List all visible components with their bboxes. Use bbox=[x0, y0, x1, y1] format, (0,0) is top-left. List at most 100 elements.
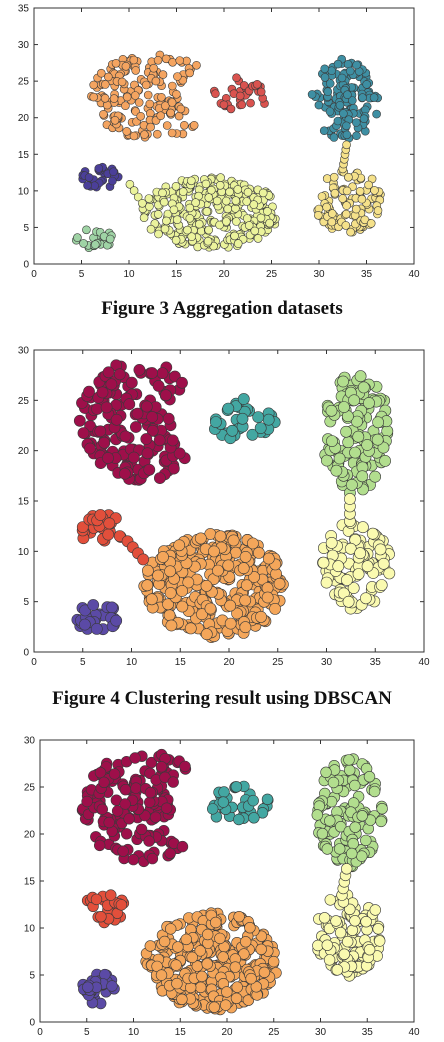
data-point bbox=[344, 764, 356, 776]
data-point bbox=[376, 802, 388, 815]
scatter-chart-dbscan: 0 5 10 15 20 25 30 35 40 0 5 10 15 20 25 30 bbox=[18, 346, 430, 669]
data-point bbox=[268, 955, 280, 968]
data-point bbox=[261, 793, 274, 806]
data-point bbox=[153, 472, 166, 484]
data-point bbox=[146, 852, 159, 865]
data-point bbox=[87, 599, 100, 611]
data-point bbox=[165, 619, 178, 632]
data-point bbox=[82, 225, 91, 235]
data-point bbox=[232, 73, 241, 82]
data-point bbox=[178, 187, 188, 196]
data-point bbox=[202, 207, 212, 216]
data-point bbox=[164, 847, 176, 860]
data-point bbox=[119, 467, 131, 480]
data-point bbox=[119, 798, 131, 810]
data-point bbox=[164, 565, 176, 578]
cluster-0 bbox=[73, 359, 191, 486]
data-point bbox=[219, 100, 229, 110]
data-point bbox=[244, 922, 256, 934]
data-point bbox=[226, 424, 239, 437]
data-point bbox=[330, 464, 343, 477]
y-tick-label: 20 bbox=[24, 830, 36, 841]
data-point bbox=[99, 110, 108, 119]
data-point bbox=[255, 610, 267, 623]
data-point bbox=[125, 376, 138, 389]
data-point bbox=[129, 131, 139, 141]
data-point bbox=[322, 174, 332, 183]
chart-panel-dbscan: 0 5 10 15 20 25 30 35 40 0 5 10 15 20 25 30 bbox=[0, 338, 444, 670]
data-point bbox=[320, 454, 333, 467]
data-point bbox=[105, 234, 115, 244]
data-point bbox=[351, 204, 361, 214]
data-point bbox=[131, 66, 140, 75]
data-point bbox=[81, 795, 93, 808]
data-point bbox=[122, 127, 131, 136]
y-tick-label: 5 bbox=[23, 223, 29, 234]
data-point bbox=[100, 401, 113, 414]
data-point bbox=[89, 92, 98, 102]
data-point bbox=[373, 206, 383, 215]
figure-4-caption: Figure 4 Clustering result using DBSCAN bbox=[52, 688, 392, 709]
data-point bbox=[354, 547, 367, 560]
x-tick-label: 20 bbox=[223, 657, 235, 668]
data-point bbox=[211, 89, 220, 98]
data-point bbox=[348, 394, 360, 407]
data-point bbox=[79, 604, 91, 617]
x-tick-label: 10 bbox=[123, 269, 135, 280]
data-point bbox=[171, 235, 181, 245]
data-point bbox=[381, 425, 394, 437]
data-point bbox=[94, 425, 107, 438]
data-point bbox=[145, 202, 154, 211]
data-point bbox=[207, 803, 219, 815]
data-point bbox=[237, 562, 250, 575]
x-tick-label: 20 bbox=[218, 269, 230, 280]
data-point bbox=[82, 981, 94, 993]
cluster-3 bbox=[312, 889, 386, 982]
data-point bbox=[129, 421, 142, 433]
data-point bbox=[184, 622, 197, 635]
data-point bbox=[187, 232, 196, 241]
data-point bbox=[117, 77, 127, 87]
data-point bbox=[121, 62, 131, 71]
axes-frame bbox=[39, 739, 415, 1023]
data-point bbox=[240, 579, 253, 592]
data-point bbox=[154, 229, 163, 239]
data-point bbox=[145, 593, 158, 606]
data-point bbox=[356, 810, 368, 822]
data-point bbox=[346, 847, 358, 860]
data-point bbox=[221, 986, 233, 998]
data-point bbox=[141, 80, 151, 90]
data-point bbox=[335, 820, 347, 833]
data-point bbox=[172, 941, 184, 953]
data-point bbox=[138, 199, 147, 208]
y-tick-label: 35 bbox=[18, 4, 30, 15]
data-point bbox=[261, 591, 274, 604]
data-point bbox=[176, 600, 189, 613]
data-point bbox=[359, 114, 369, 123]
data-point bbox=[204, 602, 217, 615]
data-point bbox=[236, 412, 249, 425]
data-point bbox=[79, 618, 91, 631]
y-tick-label: 20 bbox=[18, 113, 30, 124]
data-point bbox=[344, 172, 353, 182]
x-tick-label: 30 bbox=[313, 269, 325, 280]
data-point bbox=[176, 840, 189, 853]
data-point bbox=[152, 569, 164, 582]
data-point bbox=[258, 188, 268, 198]
data-point bbox=[352, 60, 361, 70]
data-point bbox=[246, 428, 259, 441]
data-point bbox=[235, 91, 245, 101]
data-point bbox=[341, 209, 351, 219]
data-point bbox=[316, 827, 329, 840]
data-point bbox=[366, 527, 379, 540]
x-tick-label: 30 bbox=[321, 657, 333, 668]
y-tick-label: 15 bbox=[18, 150, 30, 161]
cluster-5 bbox=[343, 493, 356, 527]
cluster-6 bbox=[138, 528, 289, 643]
data-point bbox=[329, 133, 339, 142]
data-point bbox=[215, 181, 225, 190]
cluster-2 bbox=[319, 370, 394, 496]
data-point bbox=[159, 389, 172, 402]
y-tick-label: 25 bbox=[18, 77, 30, 88]
data-point bbox=[242, 197, 251, 206]
